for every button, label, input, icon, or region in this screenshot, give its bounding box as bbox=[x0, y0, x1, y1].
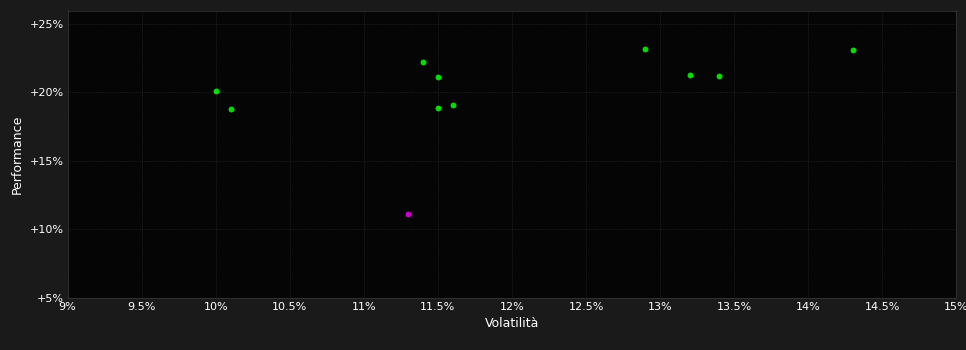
Point bbox=[223, 106, 239, 112]
Point bbox=[712, 73, 727, 79]
Y-axis label: Performance: Performance bbox=[11, 114, 24, 194]
Point bbox=[415, 60, 431, 65]
Point bbox=[208, 88, 223, 94]
Point bbox=[638, 46, 653, 51]
Point bbox=[682, 72, 697, 78]
Point bbox=[430, 105, 445, 110]
X-axis label: Volatilità: Volatilità bbox=[485, 317, 539, 330]
Point bbox=[401, 211, 416, 217]
Point bbox=[845, 47, 861, 53]
Point bbox=[430, 75, 445, 80]
Point bbox=[445, 102, 461, 107]
